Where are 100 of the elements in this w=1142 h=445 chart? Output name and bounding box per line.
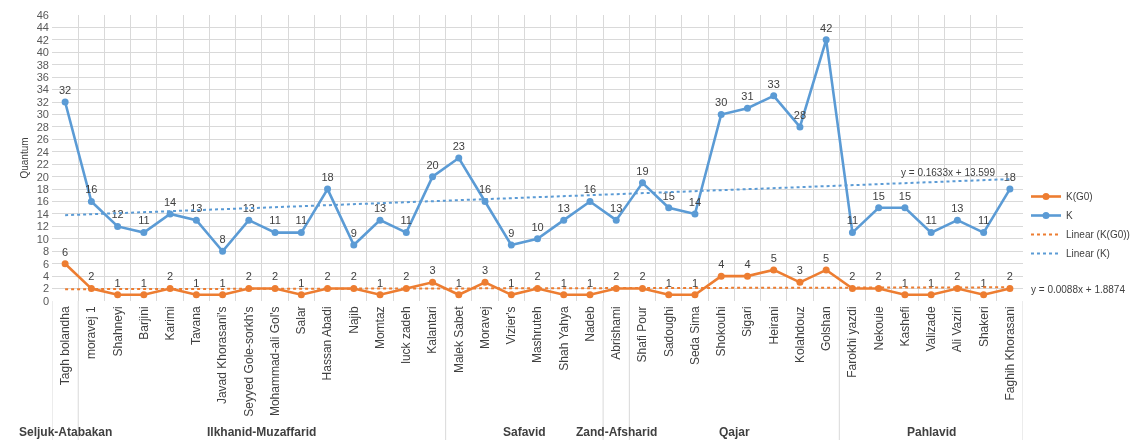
- data-label: 11: [295, 214, 308, 227]
- x-tick-label: Najib: [346, 306, 361, 334]
- data-label: 2: [534, 270, 541, 283]
- point: [848, 229, 856, 237]
- point: [376, 216, 384, 224]
- data-label: 1: [219, 276, 226, 289]
- point: [219, 291, 227, 299]
- x-tick-label: Shafi Pour: [635, 306, 650, 363]
- data-label: 2: [954, 270, 961, 283]
- point: [297, 291, 305, 299]
- point: [219, 247, 227, 255]
- y-tick-label: 44: [36, 21, 49, 34]
- point: [612, 216, 620, 224]
- data-label: 1: [560, 276, 567, 289]
- point: [61, 260, 69, 268]
- data-label: 2: [849, 270, 856, 283]
- data-label: 1: [928, 276, 935, 289]
- point: [166, 210, 174, 218]
- data-label: 4: [744, 258, 751, 271]
- point: [61, 98, 69, 106]
- y-tick-label: 14: [36, 207, 49, 220]
- point: [245, 216, 253, 224]
- point: [192, 216, 200, 224]
- point: [980, 229, 988, 237]
- y-tick-label: 36: [36, 71, 49, 84]
- point: [665, 291, 673, 299]
- point: [455, 154, 463, 162]
- data-label: 2: [88, 270, 95, 283]
- point: [140, 291, 148, 299]
- data-label: 11: [269, 214, 281, 227]
- data-label: 42: [820, 21, 833, 34]
- data-label: 1: [586, 276, 594, 289]
- data-label: 11: [977, 214, 990, 227]
- point: [927, 291, 935, 299]
- point: [638, 179, 646, 187]
- data-label: 1: [455, 276, 462, 289]
- point: [350, 241, 358, 249]
- data-label: 15: [898, 189, 912, 202]
- data-label: 16: [583, 183, 597, 196]
- point: [691, 210, 699, 218]
- point: [717, 272, 725, 280]
- x-tick-label: Sadoughi: [661, 306, 676, 358]
- data-label: 1: [508, 276, 515, 289]
- point: [560, 216, 568, 224]
- point: [87, 285, 95, 293]
- data-label: 1: [298, 276, 305, 289]
- data-label: 3: [429, 264, 436, 277]
- legend-label: K(G0): [1066, 191, 1093, 203]
- text: y = 0.0088x + 1.8874: [1031, 284, 1126, 295]
- point: [875, 204, 883, 212]
- x-tick-label: Shakeri: [976, 306, 991, 348]
- data-label: 2: [875, 270, 882, 283]
- data-label: 2: [324, 270, 331, 283]
- x-tick-label: Mohammad-ali Gol's: [267, 306, 282, 417]
- data-label: 11: [138, 214, 150, 227]
- data-label: 31: [741, 90, 754, 103]
- y-tick-label: 10: [36, 232, 49, 245]
- data-label: 1: [376, 276, 384, 289]
- point: [822, 36, 830, 44]
- y-tick-label: 40: [36, 46, 49, 59]
- point: [297, 229, 305, 237]
- data-label: 15: [872, 189, 885, 202]
- point: [402, 229, 410, 237]
- legend-label: K: [1066, 210, 1073, 222]
- point: [796, 278, 804, 286]
- data-label: 11: [400, 214, 412, 227]
- x-tick-label: Nekouie: [871, 306, 886, 351]
- point: [953, 216, 961, 224]
- data-label: 9: [508, 226, 515, 239]
- legend-label: Linear (K): [1066, 248, 1110, 260]
- point: [822, 266, 830, 274]
- data-label: 33: [767, 77, 780, 90]
- point: [507, 241, 515, 249]
- point: [376, 291, 384, 299]
- y-tick-label: 8: [42, 245, 49, 258]
- x-tick-label: Hassan Abadi: [320, 306, 335, 381]
- data-label: 16: [478, 183, 492, 196]
- point: [848, 285, 856, 293]
- data-label: 13: [557, 202, 570, 215]
- x-tick-label: Kashefi: [897, 306, 912, 347]
- point: [586, 291, 594, 299]
- data-label: 5: [770, 251, 777, 264]
- point: [114, 291, 122, 299]
- x-tick-label: Nadeb: [582, 306, 597, 342]
- data-label: 2: [639, 270, 646, 283]
- x-tick-label: Barjini: [136, 306, 151, 340]
- point: [901, 291, 909, 299]
- x-tick-label: Shokouhi: [714, 306, 729, 357]
- x-tick-label: luck zadeh: [399, 306, 414, 364]
- data-label: 19: [636, 164, 649, 177]
- data-label: 1: [901, 276, 908, 289]
- data-label: 1: [114, 276, 121, 289]
- legend-label: Linear (K(G0)): [1066, 229, 1130, 241]
- data-label: 2: [272, 270, 279, 283]
- data-label: 1: [980, 276, 987, 289]
- y-tick-label: 18: [36, 182, 49, 195]
- point: [980, 291, 988, 299]
- y-tick-label: 12: [36, 220, 49, 233]
- x-tick-label: Golshan: [819, 306, 834, 352]
- data-label: 2: [245, 270, 252, 283]
